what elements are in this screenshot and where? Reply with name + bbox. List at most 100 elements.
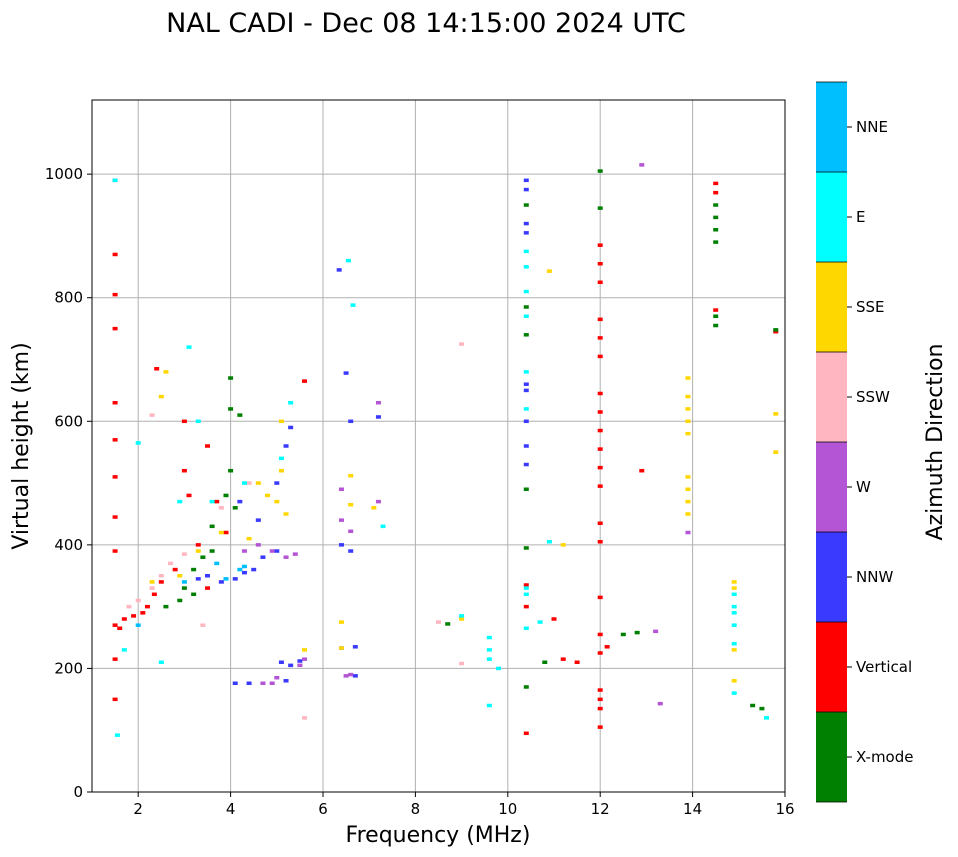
data-point-ssw: [459, 661, 465, 666]
y-tick-label: 1000: [45, 165, 83, 183]
data-point-vertical: [597, 725, 603, 729]
data-point-ssw: [126, 604, 132, 609]
data-point-e: [177, 499, 183, 504]
data-point-vertical: [551, 617, 557, 621]
data-point-ssw: [200, 623, 206, 627]
data-point-nnw: [241, 570, 247, 575]
y-tick-label: 600: [54, 412, 83, 430]
data-point-sse: [731, 586, 737, 590]
data-point-nnw: [352, 674, 358, 678]
data-point-x-mode: [773, 328, 779, 332]
colorbar-label: Azimuth Direction: [923, 343, 948, 540]
data-point-sse: [685, 475, 691, 479]
data-point-nne: [135, 623, 141, 627]
data-point-nnw: [523, 221, 529, 226]
data-point-vertical: [597, 391, 603, 396]
data-point-vertical: [112, 401, 118, 405]
data-point-e: [288, 401, 294, 405]
colorbar: X-mode Vertical NNW W SSW SSE E NNE: [816, 81, 913, 803]
data-point-sse: [685, 512, 691, 516]
data-point-x-mode: [228, 376, 234, 380]
data-point-ssw: [158, 574, 164, 578]
data-point-sse: [265, 493, 271, 498]
data-point-nnw: [352, 645, 358, 649]
colorbar-tick-label: SSE: [856, 298, 885, 316]
data-point-x-mode: [597, 169, 603, 173]
data-point-e: [731, 592, 737, 597]
data-point-vertical: [112, 292, 118, 297]
data-point-e: [764, 716, 770, 720]
data-point-w: [338, 487, 344, 491]
data-point-nnw: [288, 425, 294, 430]
data-point-sse: [731, 580, 737, 584]
data-point-sse: [685, 499, 691, 504]
data-point-vertical: [112, 623, 118, 627]
data-point-ssw: [149, 413, 155, 417]
data-point-e: [380, 524, 386, 529]
data-point-nne: [214, 561, 220, 566]
data-point-e: [486, 703, 492, 708]
data-point-vertical: [773, 329, 779, 334]
data-point-e: [486, 635, 492, 640]
data-point-e: [537, 620, 543, 624]
data-point-nnw: [523, 382, 529, 386]
data-point-x-mode: [759, 706, 765, 711]
data-point-x-mode: [209, 549, 215, 553]
data-point-vertical: [597, 484, 603, 488]
data-point-x-mode: [542, 660, 548, 664]
data-point-sse: [685, 487, 691, 491]
data-point-e: [546, 540, 552, 544]
data-point-nne: [241, 564, 247, 569]
data-point-e: [523, 626, 529, 631]
data-point-sse: [158, 394, 164, 399]
chart-title: NAL CADI - Dec 08 14:15:00 2024 UTC: [166, 8, 686, 39]
data-point-sse: [685, 419, 691, 424]
data-point-vertical: [121, 617, 127, 621]
data-point-vertical: [112, 697, 118, 702]
data-point-nnw: [260, 555, 266, 559]
data-point-vertical: [597, 243, 603, 247]
data-point-x-mode: [620, 632, 626, 637]
data-point-ssw: [459, 342, 465, 346]
data-point-w: [255, 543, 261, 547]
data-point-w: [348, 529, 354, 534]
data-point-w: [241, 549, 247, 553]
data-point-sse: [685, 407, 691, 411]
data-point-sse: [773, 450, 779, 454]
data-point-sse: [560, 543, 566, 547]
data-point-vertical: [154, 367, 160, 371]
data-point-nnw: [523, 444, 529, 448]
data-point-vertical: [597, 697, 603, 702]
data-point-nnw: [297, 659, 303, 663]
data-point-sse: [283, 512, 289, 516]
data-point-w: [375, 499, 381, 504]
data-point-vertical: [523, 583, 529, 587]
data-point-nnw: [205, 574, 210, 578]
data-point-e: [186, 345, 192, 349]
data-point-x-mode: [713, 323, 719, 328]
data-point-e: [731, 623, 737, 627]
data-point-vertical: [112, 549, 118, 553]
y-tick-label: 0: [73, 783, 83, 801]
data-point-x-mode: [228, 468, 234, 473]
data-point-ssw: [168, 561, 174, 566]
data-point-vertical: [214, 499, 220, 504]
data-point-vertical: [523, 731, 529, 736]
data-point-nnw: [336, 268, 342, 272]
data-point-e: [114, 733, 120, 737]
data-point-sse: [685, 376, 691, 380]
data-point-vertical: [713, 190, 719, 195]
data-point-nnw: [195, 577, 201, 581]
data-point-x-mode: [523, 203, 529, 207]
data-point-nnw: [523, 388, 529, 393]
data-point-sse: [338, 620, 344, 624]
colorbar-tick-label: SSW: [856, 388, 890, 406]
data-point-x-mode: [634, 630, 640, 635]
data-point-w: [283, 555, 289, 559]
data-point-nnw: [274, 549, 280, 553]
data-marks: [112, 163, 779, 737]
data-point-e: [112, 178, 118, 183]
data-point-w: [292, 552, 298, 556]
data-point-nnw: [251, 567, 257, 572]
data-point-e: [523, 592, 529, 597]
